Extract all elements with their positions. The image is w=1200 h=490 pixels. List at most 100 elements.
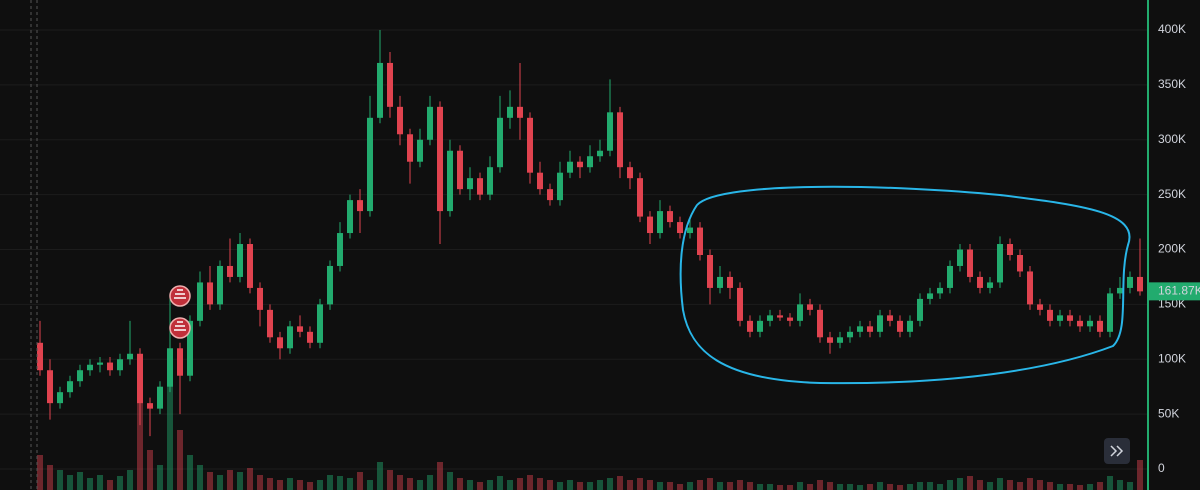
volume-bar bbox=[437, 462, 443, 490]
candle-body bbox=[977, 276, 983, 288]
volume-bar bbox=[807, 484, 813, 490]
y-tick-label: 350K bbox=[1158, 77, 1186, 91]
candle-body bbox=[907, 320, 913, 332]
candle-body bbox=[697, 227, 703, 255]
volume-bar bbox=[1087, 484, 1093, 490]
candle-body bbox=[457, 150, 463, 190]
volume-bar bbox=[717, 482, 723, 490]
volume-bar bbox=[207, 472, 213, 490]
event-marker[interactable] bbox=[169, 285, 191, 307]
volume-bar bbox=[907, 484, 913, 490]
volume-bar bbox=[387, 470, 393, 490]
volume-bar bbox=[277, 480, 283, 490]
volume-bar bbox=[1027, 478, 1033, 490]
hand-drawn-ellipse bbox=[679, 185, 1131, 385]
candle-body bbox=[617, 112, 623, 168]
candle-body bbox=[157, 386, 163, 409]
candle-body bbox=[167, 348, 173, 387]
volume-bar bbox=[797, 482, 803, 490]
candle-body bbox=[967, 249, 973, 277]
candle-body bbox=[1087, 320, 1093, 327]
volume-bar bbox=[407, 478, 413, 490]
volume-bar bbox=[937, 484, 943, 490]
volume-bar bbox=[1017, 482, 1023, 490]
candle-body bbox=[317, 304, 323, 343]
candle-body bbox=[757, 320, 763, 332]
price-axis bbox=[1148, 0, 1200, 490]
candle-body bbox=[417, 139, 423, 162]
volume-bar bbox=[667, 482, 673, 490]
candle-body bbox=[1067, 315, 1073, 321]
candle-body bbox=[377, 62, 383, 118]
volume-bar bbox=[877, 482, 883, 490]
candle-body bbox=[127, 353, 133, 360]
volume-bar bbox=[997, 478, 1003, 490]
candle-body bbox=[37, 342, 43, 371]
last-price-label: 161.87K bbox=[1158, 284, 1200, 298]
candle-body bbox=[147, 403, 153, 409]
volume-bar bbox=[737, 480, 743, 490]
candle-body bbox=[257, 287, 263, 310]
candle-body bbox=[337, 233, 343, 266]
candle-body bbox=[807, 304, 813, 310]
volume-bar bbox=[427, 475, 433, 490]
candle-body bbox=[307, 331, 313, 343]
candle-body bbox=[627, 167, 633, 179]
y-tick-label: 400K bbox=[1158, 22, 1186, 36]
candle-body bbox=[187, 320, 193, 376]
volume-bar bbox=[957, 478, 963, 490]
candle-body bbox=[957, 249, 963, 266]
volume-bar bbox=[57, 470, 63, 490]
volume-bar bbox=[157, 465, 163, 490]
candle-body bbox=[267, 309, 273, 338]
candle-body bbox=[277, 337, 283, 349]
candle-body bbox=[1097, 320, 1103, 332]
volume-bar bbox=[587, 482, 593, 490]
volume-bar bbox=[517, 478, 523, 490]
scroll-to-latest-button[interactable] bbox=[1104, 438, 1130, 464]
volume-bar bbox=[537, 478, 543, 490]
candle-body bbox=[827, 337, 833, 343]
candle-body bbox=[867, 326, 873, 332]
volume-bar bbox=[617, 476, 623, 490]
volume-bar bbox=[857, 485, 863, 490]
candle-body bbox=[477, 178, 483, 195]
volume-bar bbox=[117, 476, 123, 490]
volume-bar bbox=[367, 480, 373, 490]
candle-body bbox=[347, 200, 353, 234]
volume-bar bbox=[97, 475, 103, 490]
event-marker[interactable] bbox=[169, 317, 191, 339]
volume-bar bbox=[127, 470, 133, 490]
volume-bar bbox=[1097, 482, 1103, 490]
candle-body bbox=[927, 293, 933, 299]
candle-body bbox=[897, 320, 903, 332]
y-tick-label: 50K bbox=[1158, 406, 1179, 420]
volume-bar bbox=[917, 482, 923, 490]
candle-body bbox=[107, 362, 113, 371]
volume-bar bbox=[357, 472, 363, 490]
candle-body bbox=[507, 106, 513, 118]
y-tick-label: 200K bbox=[1158, 242, 1186, 256]
volume-bar bbox=[297, 480, 303, 490]
volume-bar bbox=[1057, 484, 1063, 490]
candle-body bbox=[847, 331, 853, 338]
candle-body bbox=[737, 287, 743, 321]
volume-bar bbox=[897, 485, 903, 490]
volume-bar bbox=[697, 480, 703, 490]
volume-bar bbox=[817, 480, 823, 490]
volume-bar bbox=[327, 475, 333, 490]
candle-body bbox=[717, 276, 723, 288]
candle-body bbox=[247, 244, 253, 288]
volume-bar bbox=[777, 485, 783, 490]
volume-bar bbox=[147, 450, 153, 490]
candle-body bbox=[727, 276, 733, 288]
candle-body bbox=[427, 106, 433, 140]
volume-bar bbox=[547, 480, 553, 490]
volume-bar bbox=[757, 484, 763, 490]
volume-bar bbox=[627, 480, 633, 490]
candle-body bbox=[1047, 309, 1053, 321]
candle-body bbox=[817, 309, 823, 338]
candle-body bbox=[527, 117, 533, 173]
